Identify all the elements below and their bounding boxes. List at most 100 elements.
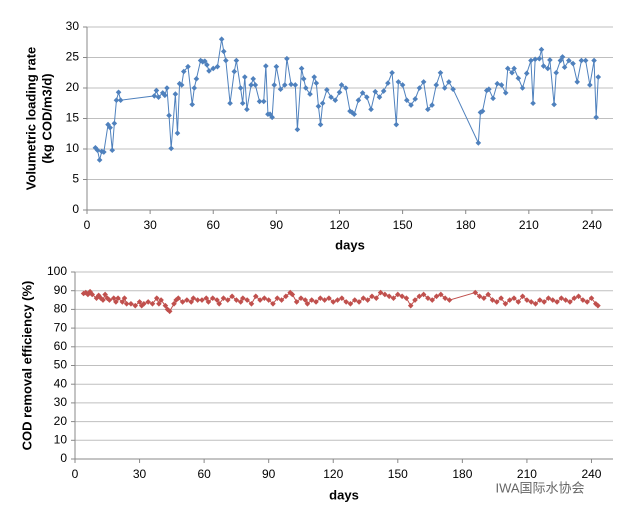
data-point (180, 68, 187, 75)
data-point (567, 299, 573, 305)
data-point (190, 295, 197, 301)
data-point (194, 297, 201, 303)
data-point (185, 63, 191, 70)
data-point (437, 69, 444, 76)
data-line (95, 39, 599, 161)
data-point (549, 297, 556, 303)
data-point (551, 101, 557, 108)
y-axis-title: COD removal efficiency (%) (19, 281, 34, 451)
y-tick-label: 90 (54, 283, 68, 297)
x-tick-label: 120 (329, 218, 349, 232)
y-tick-label: 70 (54, 320, 68, 334)
data-point (393, 121, 400, 128)
data-point (151, 93, 158, 99)
data-point (123, 300, 130, 307)
data-point (117, 97, 124, 103)
data-point (390, 295, 397, 301)
data-point (227, 100, 233, 107)
data-point (214, 63, 221, 70)
x-tick-label: 30 (133, 467, 147, 481)
data-point (107, 124, 113, 131)
data-point (204, 62, 210, 68)
data-point (106, 297, 113, 303)
data-point (304, 300, 311, 307)
data-point (307, 91, 313, 97)
data-point (277, 86, 284, 93)
data-point (502, 90, 509, 96)
data-point (89, 291, 96, 298)
data-point (559, 54, 566, 60)
data-point (159, 90, 166, 96)
data-point (231, 68, 238, 75)
data-point (265, 297, 272, 303)
data-point (506, 297, 513, 303)
data-point (173, 297, 179, 303)
data-point (403, 295, 410, 301)
data-point (399, 293, 405, 300)
x-tick-label: 180 (456, 218, 476, 232)
x-tick-label: 120 (323, 467, 343, 481)
data-point (339, 295, 345, 301)
data-point (288, 81, 294, 88)
data-point (412, 297, 418, 303)
data-point (166, 308, 173, 315)
data-point (519, 85, 526, 91)
data-point (210, 65, 217, 72)
data-point (155, 94, 162, 100)
data-point (203, 295, 210, 301)
data-point (588, 295, 595, 301)
data-point (80, 290, 87, 297)
data-point (541, 299, 547, 305)
data-point (248, 300, 255, 307)
data-point (519, 293, 526, 300)
data-point (313, 299, 319, 305)
data-point (102, 291, 108, 298)
data-point (179, 299, 186, 305)
data-point (164, 85, 170, 91)
data-point (206, 68, 212, 74)
data-point (115, 295, 121, 301)
data-point (284, 55, 290, 62)
data-point (502, 300, 509, 307)
x-axis-title: days (335, 237, 365, 252)
data-point (356, 299, 362, 305)
data-point (395, 291, 401, 298)
data-point (199, 297, 205, 303)
data-point (248, 82, 254, 88)
data-point (149, 300, 156, 307)
data-point (584, 299, 590, 305)
data-point (429, 297, 436, 303)
data-point (136, 299, 143, 305)
data-point (472, 289, 479, 296)
y-tick-label: 15 (66, 111, 80, 125)
data-point (172, 91, 179, 97)
data-point (162, 302, 169, 309)
data-point (544, 65, 551, 72)
data-point (298, 65, 305, 72)
data-point (188, 299, 195, 305)
data-point (359, 90, 366, 96)
data-point (450, 86, 456, 93)
data-point (110, 295, 117, 301)
data-point (141, 300, 147, 307)
data-point (489, 297, 496, 303)
data-point (242, 74, 248, 80)
data-point (481, 295, 487, 301)
data-point (571, 295, 578, 301)
x-tick-label: 90 (270, 218, 284, 232)
data-point (98, 295, 104, 301)
data-point (317, 121, 324, 128)
data-point (342, 85, 349, 91)
data-point (412, 96, 419, 102)
data-point (385, 80, 391, 86)
data-point (237, 299, 244, 305)
data-point (442, 295, 448, 301)
x-tick-label: 210 (517, 467, 537, 481)
data-point (239, 100, 246, 107)
data-point (319, 100, 326, 107)
data-point (360, 295, 367, 301)
data-point (166, 112, 172, 119)
data-point (132, 302, 139, 309)
data-point (138, 302, 145, 309)
x-axis-title: days (329, 487, 359, 502)
